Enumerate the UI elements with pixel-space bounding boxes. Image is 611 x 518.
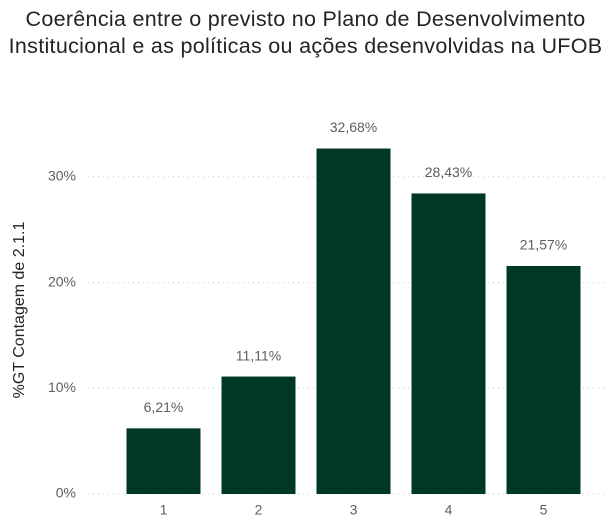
- data-label: 11,11%: [236, 347, 281, 363]
- x-tick-label: 5: [540, 502, 548, 518]
- y-tick-label: 30%: [48, 168, 76, 184]
- data-label: 6,21%: [144, 399, 184, 415]
- chart-title: Coerência entre o previsto no Plano de D…: [8, 7, 603, 58]
- data-label: 21,57%: [520, 237, 567, 253]
- bar: [316, 148, 391, 495]
- bar: [221, 376, 296, 494]
- x-tick-label: 2: [255, 502, 263, 518]
- x-tick-label: 3: [350, 502, 358, 518]
- x-tick-label: 4: [445, 502, 453, 518]
- x-tick-label: 1: [160, 502, 168, 518]
- bar: [411, 193, 486, 494]
- y-tick-label: 20%: [48, 273, 76, 289]
- y-axis-label: %GT Contagem de 2.1.1: [11, 222, 28, 399]
- bar: [506, 265, 581, 494]
- y-tick-label: 10%: [48, 379, 76, 395]
- y-tick-label: 0%: [56, 485, 76, 501]
- data-label: 32,68%: [330, 119, 377, 135]
- data-label: 28,43%: [425, 164, 472, 180]
- bar: [126, 428, 201, 494]
